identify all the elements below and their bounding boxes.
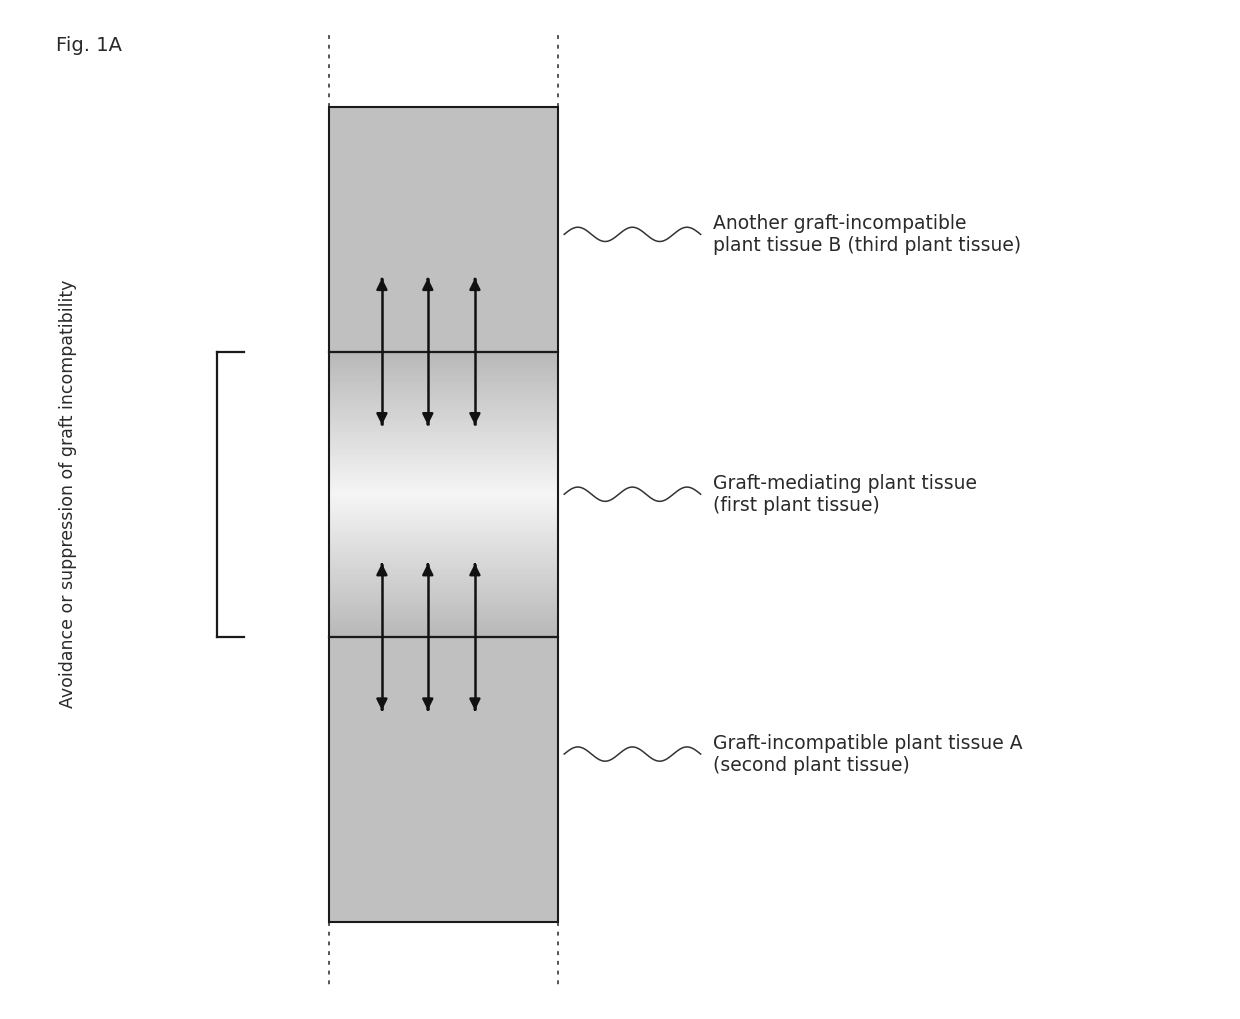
Text: Avoidance or suppression of graft incompatibility: Avoidance or suppression of graft incomp… — [60, 280, 77, 708]
Bar — [329, 637, 558, 922]
Text: Another graft-incompatible
plant tissue B (third plant tissue): Another graft-incompatible plant tissue … — [713, 214, 1021, 255]
Bar — [329, 352, 558, 637]
Bar — [329, 107, 558, 352]
Text: Graft-incompatible plant tissue A
(second plant tissue): Graft-incompatible plant tissue A (secon… — [713, 734, 1023, 774]
Text: Fig. 1A: Fig. 1A — [56, 36, 122, 55]
Text: Graft-mediating plant tissue
(first plant tissue): Graft-mediating plant tissue (first plan… — [713, 474, 977, 515]
